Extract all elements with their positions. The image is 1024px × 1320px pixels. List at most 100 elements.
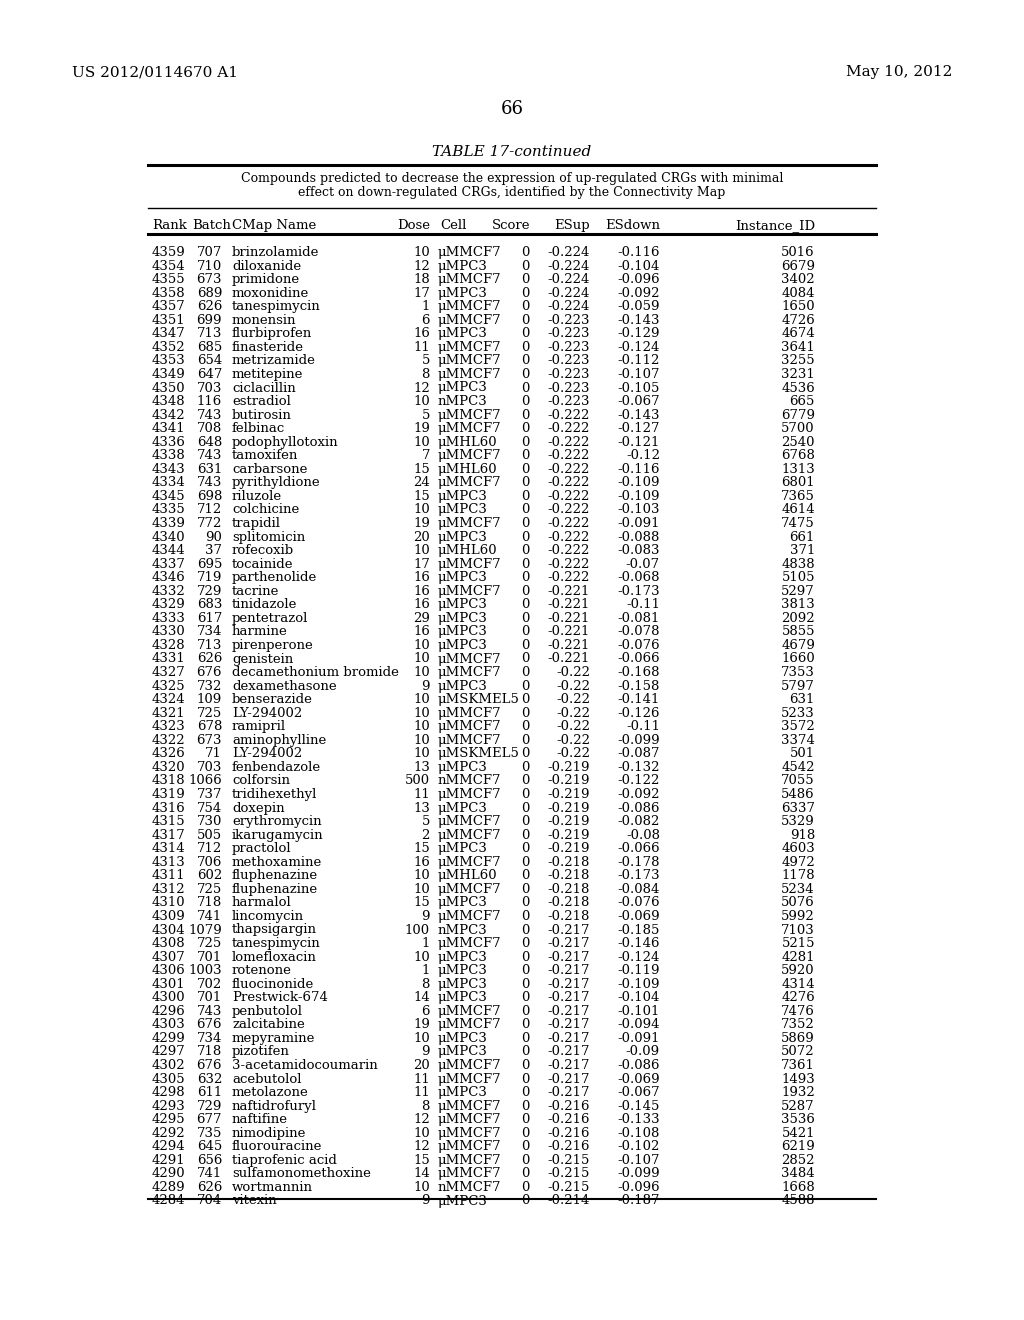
Text: -0.069: -0.069: [617, 1073, 660, 1085]
Text: 0: 0: [521, 463, 530, 475]
Text: pirenperone: pirenperone: [232, 639, 313, 652]
Text: 2: 2: [422, 829, 430, 842]
Text: 611: 611: [197, 1086, 222, 1100]
Text: 7365: 7365: [781, 490, 815, 503]
Text: 3255: 3255: [781, 354, 815, 367]
Text: 707: 707: [197, 246, 222, 259]
Text: sulfamonomethoxine: sulfamonomethoxine: [232, 1167, 371, 1180]
Text: metolazone: metolazone: [232, 1086, 309, 1100]
Text: 1178: 1178: [781, 870, 815, 882]
Text: 0: 0: [521, 706, 530, 719]
Text: benserazide: benserazide: [232, 693, 313, 706]
Text: 10: 10: [414, 870, 430, 882]
Text: ciclacillin: ciclacillin: [232, 381, 296, 395]
Text: -0.223: -0.223: [548, 381, 590, 395]
Text: -0.099: -0.099: [617, 1167, 660, 1180]
Text: -0.092: -0.092: [617, 788, 660, 801]
Text: μMMCF7: μMMCF7: [438, 1005, 502, 1018]
Text: 16: 16: [413, 585, 430, 598]
Text: 5016: 5016: [781, 246, 815, 259]
Text: 1313: 1313: [781, 463, 815, 475]
Text: 654: 654: [197, 354, 222, 367]
Text: -0.173: -0.173: [617, 585, 660, 598]
Text: μMPC3: μMPC3: [438, 964, 487, 977]
Text: -0.216: -0.216: [548, 1100, 590, 1113]
Text: -0.222: -0.222: [548, 409, 590, 421]
Text: μMPC3: μMPC3: [438, 639, 487, 652]
Text: 1: 1: [422, 300, 430, 313]
Text: naftifine: naftifine: [232, 1113, 288, 1126]
Text: -0.222: -0.222: [548, 572, 590, 585]
Text: 708: 708: [197, 422, 222, 436]
Text: 647: 647: [197, 368, 222, 381]
Text: μMPC3: μMPC3: [438, 1086, 487, 1100]
Text: LY-294002: LY-294002: [232, 747, 302, 760]
Text: μMMCF7: μMMCF7: [438, 814, 502, 828]
Text: 4358: 4358: [152, 286, 185, 300]
Text: 7055: 7055: [781, 775, 815, 788]
Text: μMSKMEL5: μMSKMEL5: [438, 747, 520, 760]
Text: 6219: 6219: [781, 1140, 815, 1154]
Text: -0.224: -0.224: [548, 286, 590, 300]
Text: 683: 683: [197, 598, 222, 611]
Text: -0.221: -0.221: [548, 612, 590, 624]
Text: -0.146: -0.146: [617, 937, 660, 950]
Text: 0: 0: [521, 531, 530, 544]
Text: 4306: 4306: [152, 964, 185, 977]
Text: -0.22: -0.22: [556, 667, 590, 678]
Text: 6679: 6679: [781, 260, 815, 272]
Text: 4334: 4334: [152, 477, 185, 490]
Text: Rank: Rank: [152, 219, 186, 232]
Text: 719: 719: [197, 572, 222, 585]
Text: practolol: practolol: [232, 842, 292, 855]
Text: -0.217: -0.217: [548, 1059, 590, 1072]
Text: -0.222: -0.222: [548, 436, 590, 449]
Text: 16: 16: [413, 327, 430, 341]
Text: -0.219: -0.219: [548, 842, 590, 855]
Text: -0.216: -0.216: [548, 1140, 590, 1154]
Text: 5233: 5233: [781, 706, 815, 719]
Text: μMMCF7: μMMCF7: [438, 341, 502, 354]
Text: 4342: 4342: [152, 409, 185, 421]
Text: 5: 5: [422, 409, 430, 421]
Text: -0.133: -0.133: [617, 1113, 660, 1126]
Text: 4614: 4614: [781, 503, 815, 516]
Text: Dose: Dose: [397, 219, 430, 232]
Text: -0.222: -0.222: [548, 557, 590, 570]
Text: 4292: 4292: [152, 1127, 185, 1139]
Text: 772: 772: [197, 517, 222, 531]
Text: Score: Score: [492, 219, 530, 232]
Text: 4297: 4297: [152, 1045, 185, 1059]
Text: 4347: 4347: [152, 327, 185, 341]
Text: -0.158: -0.158: [617, 680, 660, 693]
Text: 5: 5: [422, 354, 430, 367]
Text: 16: 16: [413, 626, 430, 639]
Text: -0.124: -0.124: [617, 950, 660, 964]
Text: -0.11: -0.11: [626, 598, 660, 611]
Text: 4084: 4084: [781, 286, 815, 300]
Text: 3484: 3484: [781, 1167, 815, 1180]
Text: -0.224: -0.224: [548, 300, 590, 313]
Text: 695: 695: [197, 557, 222, 570]
Text: 4299: 4299: [152, 1032, 185, 1045]
Text: 4346: 4346: [152, 572, 185, 585]
Text: 743: 743: [197, 477, 222, 490]
Text: nMPC3: nMPC3: [438, 924, 487, 936]
Text: tiaprofenic acid: tiaprofenic acid: [232, 1154, 337, 1167]
Text: doxepin: doxepin: [232, 801, 285, 814]
Text: -0.217: -0.217: [548, 924, 590, 936]
Text: -0.222: -0.222: [548, 490, 590, 503]
Text: 18: 18: [414, 273, 430, 286]
Text: 4331: 4331: [152, 652, 185, 665]
Text: 754: 754: [197, 801, 222, 814]
Text: ramipril: ramipril: [232, 721, 286, 733]
Text: 10: 10: [414, 950, 430, 964]
Text: 0: 0: [521, 1045, 530, 1059]
Text: μMMCF7: μMMCF7: [438, 1154, 502, 1167]
Text: 718: 718: [197, 896, 222, 909]
Text: 718: 718: [197, 1045, 222, 1059]
Text: rotenone: rotenone: [232, 964, 292, 977]
Text: 12: 12: [414, 260, 430, 272]
Text: May 10, 2012: May 10, 2012: [846, 65, 952, 79]
Text: -0.217: -0.217: [548, 978, 590, 991]
